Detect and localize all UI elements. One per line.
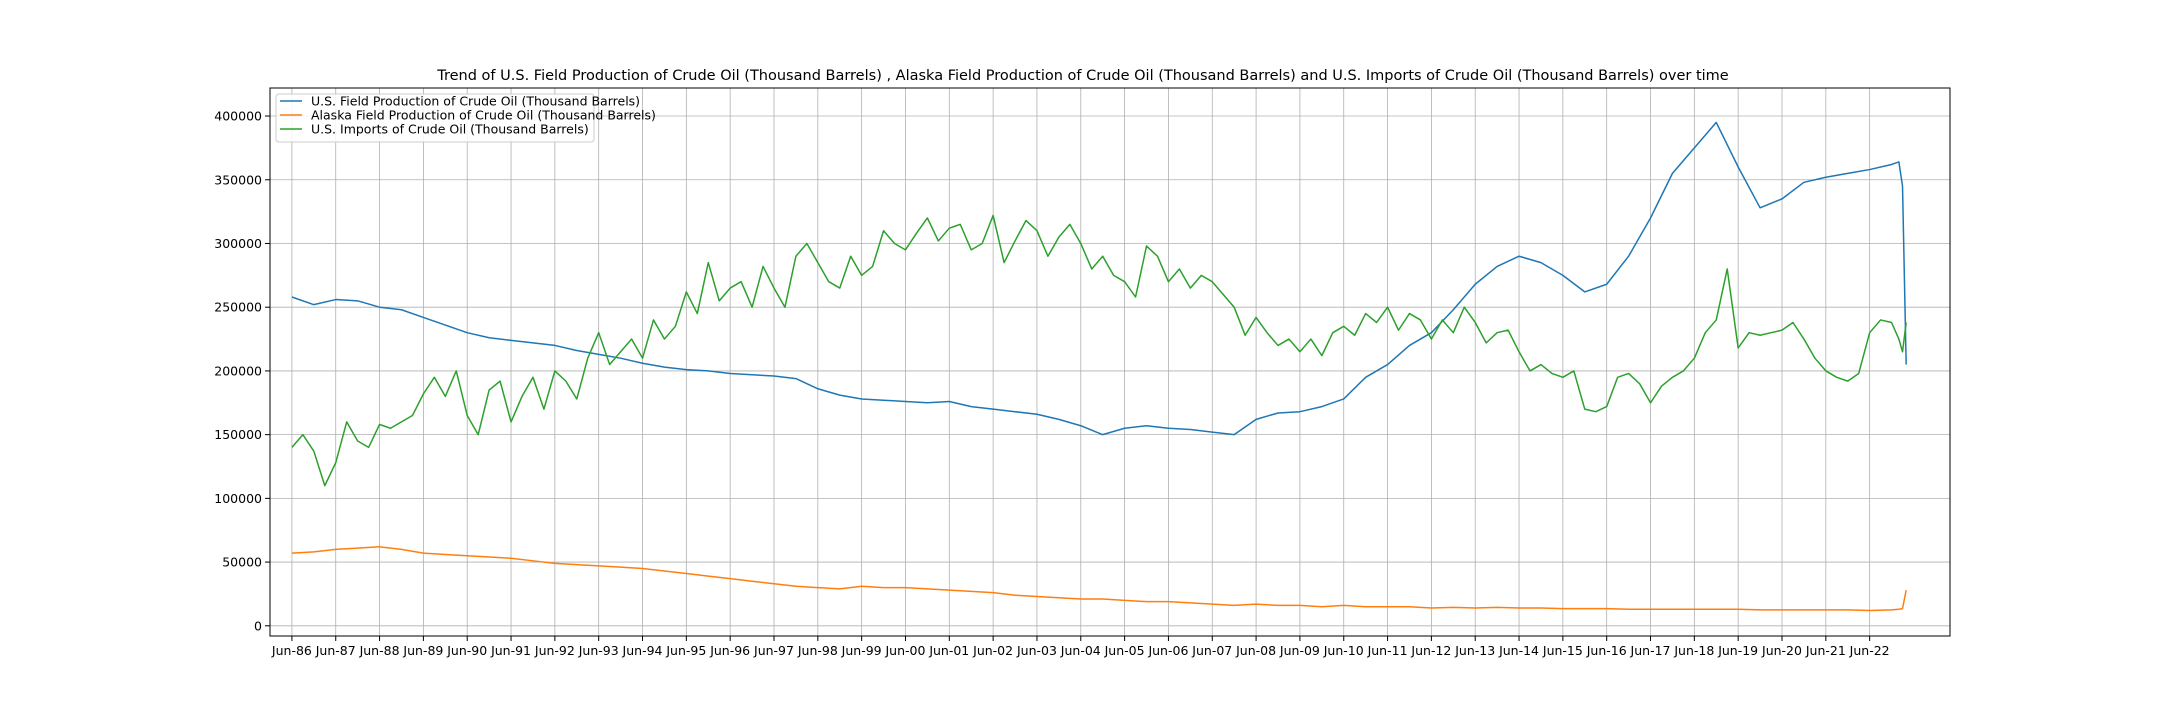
x-tick-label: Jun-92 (534, 643, 575, 658)
x-tick-label: Jun-18 (1673, 643, 1714, 658)
x-tick-label: Jun-95 (665, 643, 706, 658)
x-tick-label: Jun-03 (1016, 643, 1057, 658)
y-tick-label: 200000 (214, 363, 262, 378)
x-tick-label: Jun-10 (1323, 643, 1364, 658)
x-tick-label: Jun-09 (1279, 643, 1320, 658)
x-tick-label: Jun-15 (1542, 643, 1583, 658)
y-tick-label: 400000 (214, 109, 262, 124)
x-tick-label: Jun-97 (753, 643, 794, 658)
legend-box (275, 93, 595, 143)
x-tick-label: Jun-14 (1498, 643, 1539, 658)
x-tick-label: Jun-01 (928, 643, 969, 658)
x-tick-label: Jun-89 (402, 643, 443, 658)
x-tick-label: Jun-91 (490, 643, 531, 658)
legend-label-1: U.S. Field Production of Crude Oil (Thou… (311, 93, 640, 108)
x-tick-label: Jun-17 (1630, 643, 1671, 658)
x-tick-label: Jun-98 (797, 643, 838, 658)
x-tick-label: Jun-07 (1191, 643, 1232, 658)
x-tick-label: Jun-16 (1586, 643, 1627, 658)
legend: U.S. Field Production of Crude Oil (Thou… (275, 93, 656, 143)
series-line-1 (291, 121, 1907, 436)
legend-label-3: U.S. Imports of Crude Oil (Thousand Barr… (311, 121, 589, 136)
y-tick-label: 50000 (222, 555, 262, 570)
x-axis: Jun-86 Jun-87 Jun-88 Jun-89 Jun-90 Jun-91 Jun-… (271, 636, 1890, 658)
x-tick-label: Jun-12 (1410, 643, 1451, 658)
x-tick-label: Jun-99 (841, 643, 882, 658)
series-line-3 (291, 214, 1907, 487)
x-tick-label: Jun-96 (709, 643, 750, 658)
x-tick-label: Jun-13 (1454, 643, 1495, 658)
x-tick-label: Jun-00 (885, 643, 926, 658)
x-tick-label: Jun-87 (315, 643, 356, 658)
y-tick-label: 150000 (214, 427, 262, 442)
x-tick-label: Jun-06 (1147, 643, 1188, 658)
x-tick-label: Jun-94 (622, 643, 663, 658)
x-tick-label: Jun-19 (1717, 643, 1758, 658)
y-axis: 0 50000 100000 150000 200000 250000 300000 3500… (214, 109, 270, 633)
plot-area-frame (269, 87, 1951, 637)
x-tick-label: Jun-08 (1235, 643, 1276, 658)
y-tick-label: 100000 (214, 491, 262, 506)
x-tick-label: Jun-88 (359, 643, 400, 658)
chart-title: Trend of U.S. Field Production of Crude … (436, 68, 1729, 84)
y-tick-label: 250000 (214, 300, 262, 315)
y-tick-label: 300000 (214, 236, 262, 251)
x-tick-label: Jun-04 (1060, 643, 1101, 658)
series-lines (291, 121, 1907, 612)
x-tick-label: Jun-93 (578, 643, 619, 658)
x-tick-label: Jun-22 (1849, 643, 1890, 658)
x-tick-label: Jun-21 (1805, 643, 1846, 658)
series-line-2 (291, 546, 1907, 612)
gridlines (270, 88, 1950, 636)
y-tick-label: 0 (254, 618, 262, 633)
x-tick-label: Jun-02 (972, 643, 1013, 658)
x-tick-label: Jun-90 (446, 643, 487, 658)
y-tick-label: 350000 (214, 172, 262, 187)
x-tick-label: Jun-20 (1761, 643, 1802, 658)
legend-label-2: Alaska Field Production of Crude Oil (Th… (311, 107, 656, 122)
x-tick-label: Jun-86 (271, 643, 312, 658)
x-tick-label: Jun-05 (1104, 643, 1145, 658)
x-tick-label: Jun-11 (1367, 643, 1408, 658)
